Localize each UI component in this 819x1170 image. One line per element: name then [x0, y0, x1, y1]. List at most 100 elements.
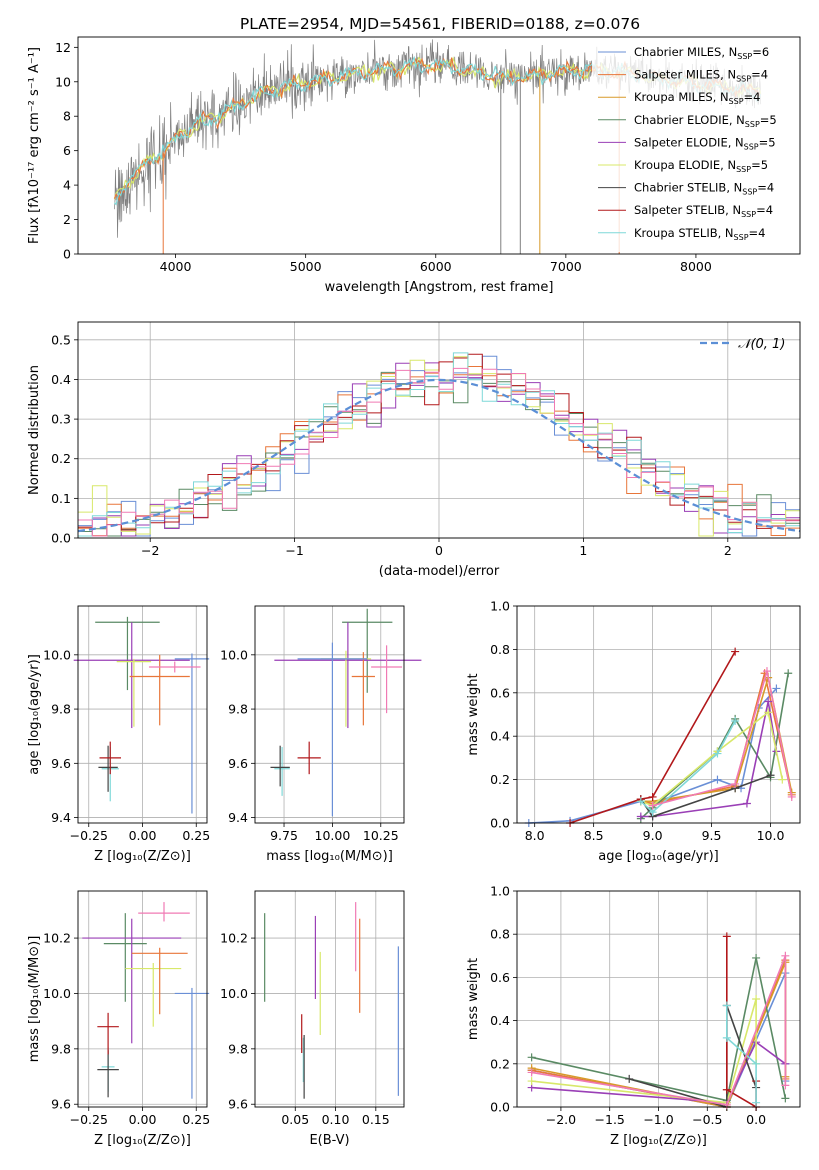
spectrum-xlabel: wavelength [Angstrom, rest frame] [325, 280, 554, 295]
mass-vs-Z-ytick-label: 9.8 [51, 1041, 71, 1056]
age-vs-Z-ytick-label: 10.0 [43, 647, 71, 662]
massweight-vs-age-xtick-label: 9.5 [702, 828, 722, 843]
legend-label: Kroupa ELODIE, NSSP=5 [634, 158, 768, 174]
massweight-vs-age-xtick-label: 8.0 [525, 828, 545, 843]
massweight-point-kroupa_stelib [713, 749, 722, 758]
legend-label-subscript: SSP [741, 210, 756, 219]
massweight-point-chabrier_elodie [781, 1094, 790, 1103]
massweight-vs-age-ytick-label: 0.4 [490, 729, 510, 744]
massweight-vs-age-axes: 8.0 8.5 9.0 9.5 10.0 0.0 0.2 0.4 0.6 0.8 1.0 age [l… [466, 599, 801, 864]
massweight-vs-age-ytick-label: 0.6 [490, 685, 510, 700]
ebv-data [264, 902, 399, 1099]
age-vs-Z-data [73, 616, 210, 814]
legend-label-text: Kroupa MILES, N [634, 90, 729, 104]
massweight-line-kroupa_stelib [640, 720, 736, 814]
residual-legend-label: 𝒩(0, 1) [738, 337, 785, 352]
massweight-vs-age-data [524, 647, 796, 827]
massweight-vs-Z-xtick-label: −2.0 [546, 1112, 576, 1127]
normal-distribution-curve [77, 378, 801, 533]
massweight-point-pink [731, 779, 740, 788]
residuals-xtick-label: 2 [724, 543, 732, 558]
mass-vs-Z-ylabel: mass [log₁₀(M/M⊙)] [27, 936, 42, 1063]
massweight-point-pink [781, 1081, 790, 1090]
massweight-point-salpeter_stelib [722, 1085, 731, 1094]
massweight-point-chabrier_stelib [766, 771, 775, 780]
residuals-data [77, 352, 801, 537]
ebv-ytick-label: 9.8 [228, 1041, 248, 1056]
residuals-xlabel: (data-model)/error [379, 564, 500, 579]
legend-label-suffix: =4 [751, 68, 768, 82]
massweight-vs-Z-ytick-label: 0.2 [490, 1056, 510, 1071]
mass-vs-Z-axes: −0.25 0.00 0.25 9.6 9.8 10.0 10.2 Z [log₁₀(Z/Z⊙… [27, 890, 210, 1148]
massweight-vs-age-ytick-label: 0.2 [490, 772, 510, 787]
massweight-point-kroupa_stelib [722, 1001, 731, 1010]
massweight-point-kroupa_stelib [752, 1098, 761, 1107]
massweight-vs-Z-xlabel: Z [log₁₀(Z/Z⊙)] [610, 1133, 707, 1148]
residuals-xtick-label: −1 [285, 543, 303, 558]
massweight-point-salpeter_elodie [742, 799, 751, 808]
legend-label-subscript: SSP [742, 188, 757, 197]
legend-label-text: Chabrier ELODIE, N [634, 113, 745, 127]
legend-label: Kroupa MILES, NSSP=4 [634, 90, 760, 106]
legend-label-suffix: =6 [752, 45, 769, 59]
age-vs-mass-axes: 9.75 10.00 10.25 9.4 9.6 9.8 10.0 mass [log₁₀(M… [220, 605, 405, 864]
age-vs-mass-data [270, 608, 422, 817]
age-vs-mass-ytick-label: 10.0 [220, 647, 248, 662]
residuals-xtick-label: 1 [579, 543, 587, 558]
legend-label-text: Salpeter MILES, N [634, 68, 736, 82]
residuals-ytick-label: 0.5 [51, 332, 71, 347]
massweight-vs-Z-data [527, 932, 790, 1111]
legend-label-suffix: =5 [760, 113, 777, 127]
spectrum-xtick-label: 5000 [290, 259, 322, 274]
spectrum-frame [77, 36, 801, 255]
spectrum-panel: 4000 5000 6000 7000 8000 0 2 4 6 8 10 12 wavelength … [27, 36, 801, 295]
age-vs-Z-xtick-label: −0.25 [70, 828, 108, 843]
legend-label-subscript: SSP [729, 97, 744, 106]
legend-label-subscript: SSP [745, 120, 760, 129]
age-vs-Z-ylabel: age [log₁₀(age/yr)] [27, 654, 42, 775]
legend-label: Kroupa STELIB, NSSP=4 [634, 226, 765, 242]
mass-vs-Z-xlabel: Z [log₁₀(Z/Z⊙)] [94, 1133, 191, 1148]
spectrum-ytick-label: 10 [55, 74, 71, 89]
massweight-point-salpeter_elodie [636, 812, 645, 821]
mass-vs-Z-ytick-label: 10.0 [43, 986, 71, 1001]
legend-label-subscript: SSP [744, 142, 759, 151]
massweight-vs-age-ytick-label: 1.0 [490, 599, 510, 614]
massweight-point-salpeter_stelib [648, 792, 657, 801]
massweight-point-kroupa_stelib [636, 797, 645, 806]
ebv-grid [255, 891, 404, 1107]
legend-label-suffix: =4 [749, 226, 766, 240]
age-vs-mass-frame [254, 605, 405, 824]
age-vs-Z-ytick-label: 9.8 [51, 702, 71, 717]
massweight-vs-Z-xtick-label: −1.0 [643, 1112, 673, 1127]
ebv-ytick-label: 10.0 [220, 986, 248, 1001]
massweight-vs-age-xtick-label: 8.5 [584, 828, 604, 843]
ebv-xlabel: E(B-V) [309, 1133, 349, 1148]
mass-vs-Z-xtick-label: 0.00 [129, 1112, 157, 1127]
residuals-ytick-label: 0.0 [51, 531, 71, 546]
residuals-ylabel: Normed distribution [27, 365, 42, 495]
legend-label: Salpeter MILES, NSSP=4 [634, 68, 768, 84]
massweight-vs-Z-ytick-label: 0.6 [490, 970, 510, 985]
massweight-point-kroupa_stelib [722, 1033, 731, 1042]
legend-label: Salpeter ELODIE, NSSP=5 [634, 135, 776, 151]
age-vs-mass-panel: 9.75 10.00 10.25 9.4 9.6 9.8 10.0 mass [log₁₀(M… [220, 605, 422, 864]
age-vs-mass-ytick-label: 9.6 [228, 756, 248, 771]
age-vs-Z-xtick-label: 0.00 [129, 828, 157, 843]
residuals-ytick-label: 0.3 [51, 412, 71, 427]
legend-label-subscript: SSP [736, 165, 751, 174]
legend-label-text: Salpeter STELIB, N [634, 203, 741, 217]
spectrum-ytick-label: 4 [63, 178, 71, 193]
spectrum-xtick-label: 4000 [160, 259, 192, 274]
age-vs-Z-axes: −0.25 0.00 0.25 9.4 9.6 9.8 10.0 Z [log₁₀(Z/Z⊙)… [27, 605, 210, 864]
mass-vs-Z-xtick-label: 0.25 [182, 1112, 210, 1127]
legend-label-text: Kroupa ELODIE, N [634, 158, 736, 172]
spectrum-ytick-label: 2 [63, 212, 71, 227]
spectrum-legend-box [592, 40, 797, 252]
massweight-point-salpeter_stelib [722, 932, 731, 941]
legend-label-text: Kroupa STELIB, N [634, 226, 734, 240]
massweight-point-chabrier_elodie [527, 1053, 536, 1062]
massweight-vs-age-panel: 8.0 8.5 9.0 9.5 10.0 0.0 0.2 0.4 0.6 0.8 1.0 age [l… [466, 599, 801, 864]
